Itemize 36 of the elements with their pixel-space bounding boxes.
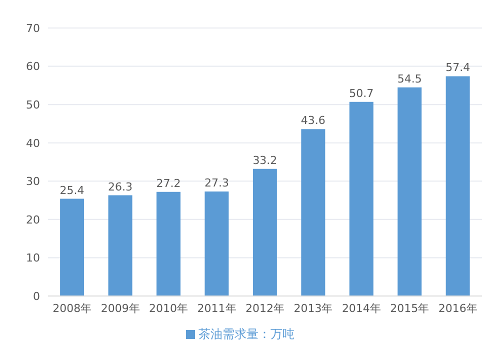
y-tick-label: 10 xyxy=(26,252,40,265)
x-tick-label: 2011年 xyxy=(197,302,236,315)
bar xyxy=(60,198,84,296)
bar xyxy=(398,87,422,296)
data-label: 43.6 xyxy=(300,114,326,128)
data-label: 27.2 xyxy=(156,176,181,190)
y-tick-label: 0 xyxy=(33,290,40,303)
x-tick-label: 2008年 xyxy=(52,302,92,315)
y-tick-label: 70 xyxy=(26,22,40,35)
y-tick-label: 50 xyxy=(26,98,40,112)
bar xyxy=(204,191,229,296)
y-tick-label: 20 xyxy=(26,213,40,226)
x-tick-label: 2013年 xyxy=(294,302,333,315)
legend-label: 茶油需求量：万吨 xyxy=(198,327,294,341)
bar xyxy=(252,168,277,296)
x-tick-label: 2015年 xyxy=(390,302,430,315)
data-label: 25.4 xyxy=(60,184,84,197)
data-label: 50.7 xyxy=(349,86,374,100)
bar xyxy=(108,195,132,296)
x-tick-label: 2016年 xyxy=(438,302,478,315)
x-tick-label: 2010年 xyxy=(149,302,188,315)
bar xyxy=(446,76,470,296)
data-label: 57.4 xyxy=(446,61,470,74)
x-tick-label: 2012年 xyxy=(246,302,284,315)
bar xyxy=(349,102,374,296)
x-tick-label: 2009年 xyxy=(100,302,140,315)
bar xyxy=(156,192,180,296)
data-label: 27.3 xyxy=(204,176,229,190)
data-label: 26.3 xyxy=(108,180,133,194)
data-label: 54.5 xyxy=(397,72,422,86)
y-tick-label: 60 xyxy=(26,60,40,74)
y-tick-label: 30 xyxy=(26,175,40,188)
y-tick-label: 40 xyxy=(26,136,40,150)
bar xyxy=(301,129,326,296)
x-tick-label: 2014年 xyxy=(342,302,381,315)
data-label: 33.2 xyxy=(252,154,278,167)
